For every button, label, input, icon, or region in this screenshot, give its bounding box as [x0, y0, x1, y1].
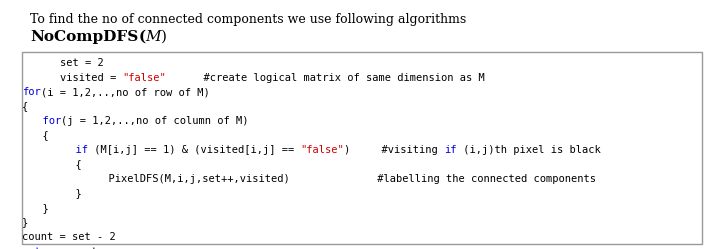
Text: set = 2: set = 2: [35, 58, 104, 68]
Text: {: {: [30, 130, 49, 140]
Text: To find the no of connected components we use following algorithms: To find the no of connected components w…: [30, 13, 466, 26]
Text: )     #visiting: ) #visiting: [344, 145, 444, 155]
Text: for: for: [22, 87, 41, 97]
Text: (: (: [138, 30, 145, 44]
Text: "false": "false": [300, 145, 344, 155]
Text: count: count: [59, 247, 97, 249]
Text: visited =: visited =: [35, 72, 122, 82]
Text: (M[i,j] == 1) & (visited[i,j] ==: (M[i,j] == 1) & (visited[i,j] ==: [88, 145, 300, 155]
Text: if: if: [38, 145, 88, 155]
Text: NoCompDFS: NoCompDFS: [30, 30, 138, 44]
Text: {: {: [38, 160, 82, 170]
Text: (j = 1,2,..,no of column of M): (j = 1,2,..,no of column of M): [61, 116, 249, 126]
Text: (i,j)th pixel is black: (i,j)th pixel is black: [457, 145, 601, 155]
Text: }: }: [22, 217, 29, 228]
Text: return: return: [22, 247, 59, 249]
Text: M: M: [145, 30, 161, 44]
Text: for: for: [30, 116, 61, 126]
Bar: [22, 52, 702, 244]
Text: }: }: [30, 203, 49, 213]
Text: }: }: [38, 188, 82, 198]
Text: PixelDFS(M,i,j,set++,visited)              #labelling the connected components: PixelDFS(M,i,j,set++,visited) #labelling…: [46, 174, 596, 184]
Text: count = set - 2: count = set - 2: [22, 232, 116, 242]
Text: "false": "false": [122, 72, 167, 82]
Text: if: if: [444, 145, 457, 155]
Text: ): ): [161, 30, 167, 44]
Text: #create logical matrix of same dimension as M: #create logical matrix of same dimension…: [167, 72, 485, 82]
Text: (i = 1,2,..,no of row of M): (i = 1,2,..,no of row of M): [41, 87, 209, 97]
Text: {: {: [22, 102, 29, 112]
